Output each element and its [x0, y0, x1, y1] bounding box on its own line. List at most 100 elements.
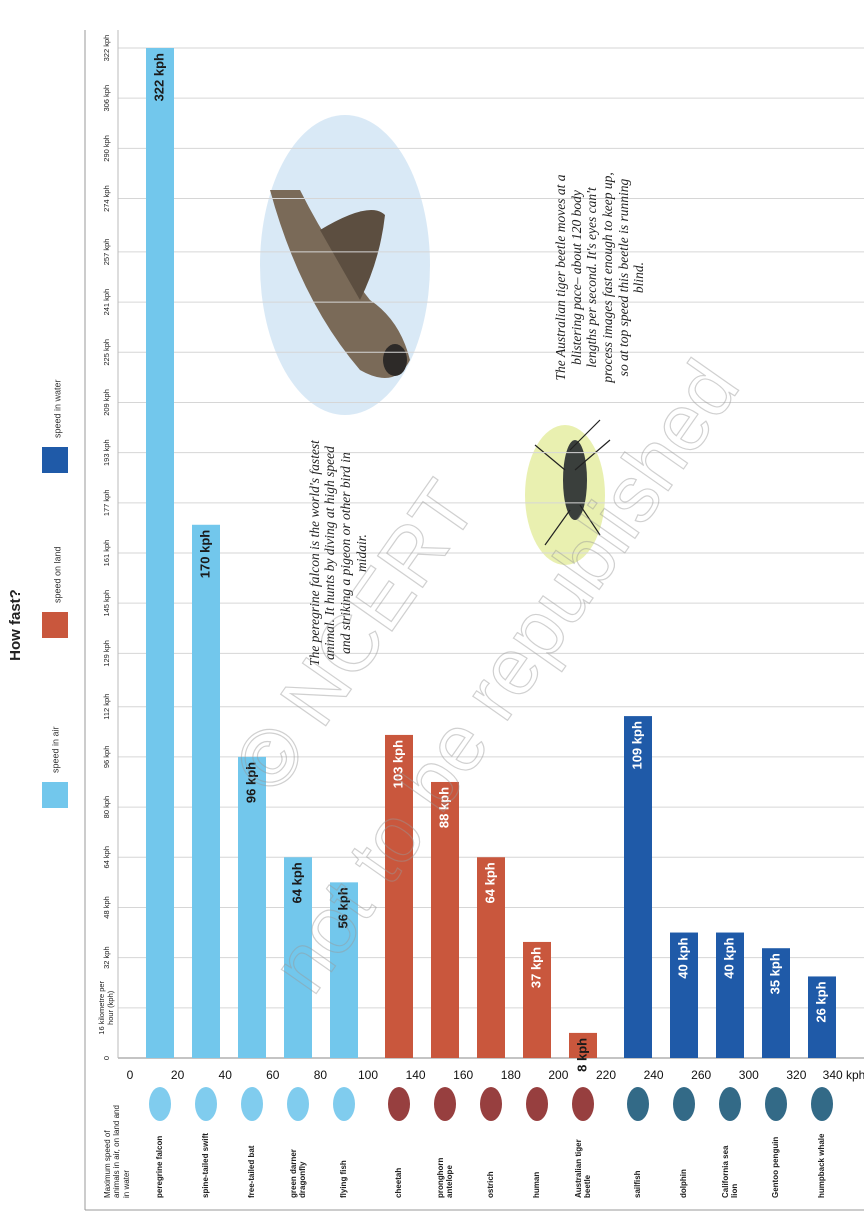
- x-tick-label: free-tailed bat: [247, 1145, 257, 1198]
- bar: [762, 948, 790, 1058]
- scale-label: 260: [691, 1068, 711, 1082]
- value-label: 40 kph: [675, 937, 690, 978]
- scale-label: 0: [127, 1068, 134, 1082]
- y-tick-label: 0: [101, 1055, 111, 1061]
- x-tick-label-box: California sea lion: [720, 1145, 739, 1198]
- animal-icon: [719, 1087, 741, 1121]
- x-tick-label-box: humpback whale: [817, 1133, 827, 1198]
- x-tick-label-box: green darner dragonfly: [289, 1149, 307, 1198]
- y-tick-label-box: 161 kph: [101, 539, 111, 567]
- x-tick-label-box: Gentoo penguin: [771, 1136, 781, 1198]
- y-tick-label-box: 177 kph: [102, 489, 111, 516]
- bar: [385, 734, 413, 1058]
- y-tick-label-box: 290 kph: [102, 135, 111, 162]
- x-tick-label-box: sailfish: [633, 1170, 643, 1198]
- x-tick-label-box: free-tailed bat: [247, 1145, 257, 1198]
- value-label: 96 kph: [243, 762, 258, 803]
- legend-swatch: [42, 612, 68, 638]
- bar: [808, 976, 836, 1058]
- animal-icon: [241, 1087, 263, 1121]
- value-label: 103 kph: [390, 740, 405, 788]
- legend-label: speed in water: [52, 379, 62, 438]
- legend-label: speed on land: [52, 546, 62, 603]
- falcon-illustration: [260, 115, 430, 415]
- y-tick-label-box: 64 kph: [101, 845, 111, 869]
- bar: [624, 716, 652, 1058]
- x-tick-label-box: cheetah: [394, 1167, 404, 1198]
- bar: [330, 882, 358, 1058]
- chart-title: How fast?: [7, 589, 24, 661]
- y-tick-label-box: 112 kph: [102, 694, 111, 720]
- y-tick-label: 161 kph: [101, 539, 111, 567]
- scale-label: 240: [644, 1068, 664, 1082]
- animal-icon: [673, 1087, 695, 1121]
- y-tick-label-box: 145 kph: [101, 589, 111, 617]
- x-tick-label: Gentoo penguin: [771, 1136, 781, 1198]
- value-label: 109 kph: [629, 721, 644, 769]
- x-tick-label: sailfish: [633, 1170, 643, 1198]
- scale-label: 220: [596, 1068, 616, 1082]
- animal-icon: [388, 1087, 410, 1121]
- bar: [716, 932, 744, 1058]
- x-tick-label: California sea lion: [720, 1145, 739, 1198]
- animal-icon: [333, 1087, 355, 1121]
- x-tick-label: humpback whale: [817, 1133, 827, 1198]
- x-tick-label: Australian tiger beetle: [573, 1139, 592, 1198]
- y-tick-label: 64 kph: [101, 845, 111, 869]
- legend-swatch: [42, 447, 68, 473]
- y-tick-label-box: 225 kph: [102, 339, 111, 366]
- value-label: 170 kph: [197, 530, 212, 578]
- y-tick-label-box: 306 kph: [102, 85, 111, 112]
- bar: [238, 756, 266, 1058]
- bar: [569, 1032, 597, 1058]
- x-tick-label: peregrine falcon: [155, 1135, 165, 1198]
- bar: [284, 857, 312, 1058]
- scale-label: 100: [358, 1068, 378, 1082]
- scale-label: 160: [453, 1068, 473, 1082]
- animal-icon: [765, 1087, 787, 1121]
- x-tick-label-box: Australian tiger beetle: [573, 1139, 592, 1198]
- animal-icon: [434, 1087, 456, 1121]
- value-label: 322 kph: [151, 53, 166, 101]
- animal-icon: [480, 1087, 502, 1121]
- x-tick-label-box: spine-tailed swift: [201, 1133, 210, 1198]
- x-tick-label: pronghorn antelope: [435, 1157, 454, 1198]
- bar: [523, 941, 551, 1058]
- value-label: 40 kph: [721, 937, 736, 978]
- y-tick-label: 16 kilometre per hour (kph): [97, 980, 115, 1035]
- y-tick-label-box: 241 kph: [102, 289, 111, 316]
- y-tick-label: 32 kph: [101, 946, 111, 969]
- value-label: 64 kph: [289, 862, 304, 903]
- y-tick-label: 145 kph: [101, 589, 111, 617]
- x-tick-label: cheetah: [394, 1167, 404, 1198]
- value-label: 26 kph: [813, 981, 828, 1022]
- animal-icon: [287, 1087, 309, 1121]
- scale-label: 20: [171, 1068, 185, 1082]
- y-tick-label: 322 kph: [101, 34, 111, 62]
- x-tick-label-box: human: [532, 1172, 541, 1198]
- y-tick-label-box: 257 kph: [102, 239, 111, 266]
- y-tick-label-box: 32 kph: [101, 946, 111, 969]
- x-tick-label-box: peregrine falcon: [155, 1135, 165, 1198]
- y-tick-label-box: 0: [101, 1055, 111, 1061]
- bar: [431, 781, 459, 1058]
- scale-label: 180: [501, 1068, 521, 1082]
- scale-label: 340 kph: [823, 1068, 864, 1082]
- axis-title-box: Maximum speed of animals in air, on land…: [103, 1105, 130, 1198]
- y-tick-label: 274 kph: [101, 185, 111, 212]
- animal-icon: [627, 1087, 649, 1121]
- bar: [192, 524, 220, 1058]
- y-tick-label-box: 274 kph: [101, 185, 111, 212]
- animal-icon: [811, 1087, 833, 1121]
- annotation: The Australian tiger beetle moves at a b…: [553, 172, 647, 383]
- x-tick-label: dolphin: [679, 1169, 689, 1198]
- animal-icon: [572, 1087, 594, 1121]
- y-tick-label: 209 kph: [101, 389, 111, 416]
- y-tick-label-box: 16 kilometre per hour (kph): [97, 980, 115, 1035]
- y-tick-label-box: 80 kph: [102, 796, 111, 819]
- scale-label: 60: [266, 1068, 280, 1082]
- y-tick-label-box: 193 kph: [102, 439, 111, 466]
- animal-icon: [195, 1087, 217, 1121]
- value-label: 88 kph: [436, 787, 451, 828]
